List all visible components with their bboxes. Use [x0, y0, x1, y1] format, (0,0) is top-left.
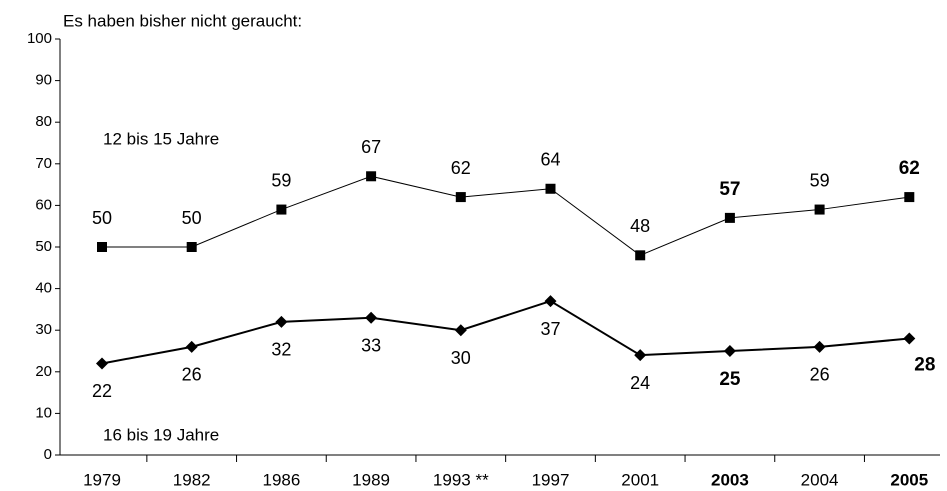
marker	[545, 183, 556, 194]
marker	[275, 315, 288, 328]
y-tick-label: 20	[35, 363, 52, 380]
data-label: 62	[451, 158, 471, 178]
x-tick-label: 2005	[890, 470, 928, 489]
data-label: 67	[361, 137, 381, 157]
data-label: 26	[182, 365, 202, 385]
x-tick-label: 1989	[352, 470, 390, 489]
data-label: 33	[361, 335, 381, 355]
x-tick-label: 2001	[621, 470, 659, 489]
data-label: 28	[914, 355, 935, 376]
marker	[365, 311, 378, 324]
marker	[97, 242, 107, 252]
data-label: 59	[271, 170, 291, 190]
data-label: 32	[271, 340, 291, 360]
marker	[903, 332, 916, 345]
data-label: 59	[810, 170, 830, 190]
x-tick-label: 1986	[262, 470, 300, 489]
y-tick-label: 40	[35, 280, 52, 297]
y-tick-label: 30	[35, 321, 52, 338]
data-label: 64	[540, 150, 560, 170]
marker	[96, 357, 108, 370]
marker	[634, 349, 647, 362]
chart-title: Es haben bisher nicht geraucht:	[63, 11, 302, 30]
data-label: 62	[899, 158, 920, 179]
series-label: 12 bis 15 Jahre	[103, 129, 219, 148]
marker	[186, 242, 197, 252]
x-tick-label: 2004	[801, 470, 839, 489]
marker	[723, 345, 736, 357]
data-label: 30	[451, 348, 471, 368]
series-label: 16 bis 19 Jahre	[103, 425, 219, 444]
data-label: 25	[719, 369, 741, 390]
y-tick-label: 0	[44, 446, 52, 463]
data-label: 48	[630, 216, 650, 236]
x-tick-label: 1982	[173, 470, 211, 489]
marker	[366, 171, 377, 182]
data-label: 24	[630, 373, 650, 393]
marker	[635, 250, 646, 261]
marker	[455, 192, 466, 203]
marker	[185, 340, 198, 353]
marker	[454, 324, 467, 337]
x-tick-label: 2003	[711, 470, 749, 489]
data-label: 37	[540, 319, 560, 339]
series-line	[101, 299, 910, 365]
series-line	[102, 175, 910, 256]
y-tick-label: 80	[35, 113, 52, 130]
x-tick-label: 1993 **	[433, 470, 489, 489]
y-tick-label: 50	[35, 238, 52, 255]
marker	[813, 340, 826, 353]
y-tick-label: 60	[35, 196, 52, 213]
data-label: 26	[810, 365, 830, 385]
marker	[724, 212, 735, 223]
data-label: 22	[92, 381, 112, 401]
marker	[904, 192, 915, 203]
data-label: 50	[182, 208, 202, 228]
y-tick-label: 70	[35, 155, 52, 172]
data-label: 50	[92, 208, 112, 228]
y-tick-label: 10	[35, 404, 52, 421]
data-label: 57	[719, 179, 740, 200]
marker	[544, 295, 557, 308]
x-tick-label: 1979	[83, 470, 121, 489]
x-tick-label: 1997	[532, 470, 570, 489]
marker	[814, 204, 825, 215]
marker	[276, 204, 287, 215]
y-tick-label: 100	[27, 30, 52, 47]
y-tick-label: 90	[35, 72, 52, 89]
